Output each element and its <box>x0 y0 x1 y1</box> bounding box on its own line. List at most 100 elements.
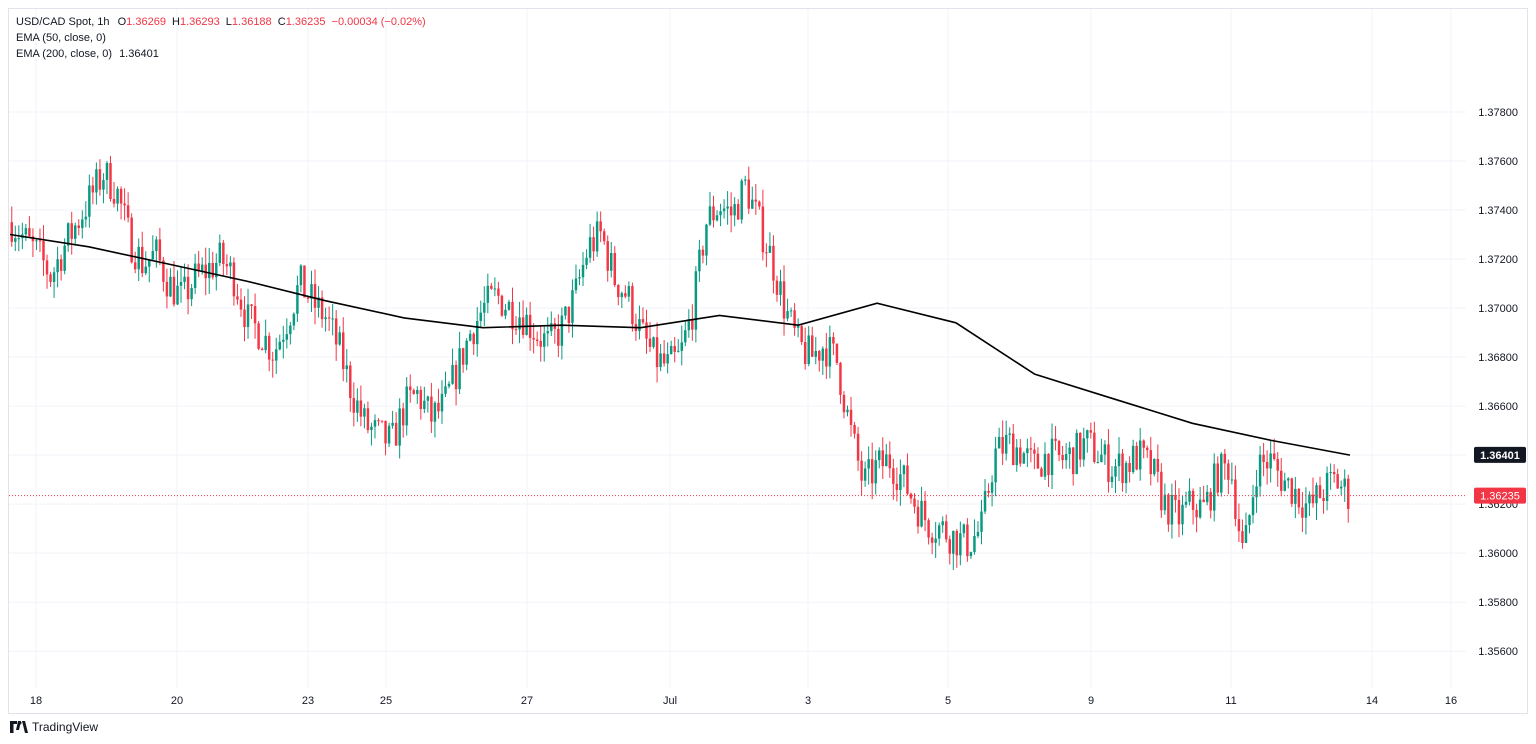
candle-body <box>761 206 765 253</box>
candle <box>476 307 479 357</box>
x-tick-label: 20 <box>171 695 183 707</box>
candle-body <box>359 400 363 417</box>
candle-body <box>373 420 377 427</box>
candle <box>631 282 634 332</box>
candle <box>253 293 257 339</box>
candle <box>1156 444 1160 483</box>
candle <box>557 314 560 358</box>
candle <box>133 251 137 274</box>
candle-body <box>1191 490 1195 510</box>
candle-body <box>976 531 980 537</box>
candle <box>698 239 701 282</box>
candle <box>881 437 884 480</box>
x-tick-label: 9 <box>1088 695 1094 707</box>
candle-body <box>983 490 987 512</box>
candle-body <box>123 203 126 206</box>
candle-body <box>1202 499 1205 503</box>
candle <box>31 228 35 258</box>
candle <box>98 159 102 196</box>
candle-body <box>1033 449 1036 454</box>
candle-body <box>842 394 846 413</box>
candle <box>775 275 779 302</box>
candle <box>811 326 814 358</box>
candle <box>599 211 602 243</box>
candle <box>885 443 888 467</box>
candle-body <box>1004 434 1008 454</box>
candle <box>155 236 158 268</box>
candle <box>930 532 934 555</box>
candle-body <box>218 242 222 263</box>
candle <box>814 336 817 365</box>
candle <box>768 232 772 254</box>
candle <box>1012 423 1015 466</box>
candle-body <box>405 386 408 426</box>
candle-body <box>673 345 676 352</box>
candle <box>1205 484 1209 506</box>
candle <box>1304 487 1308 535</box>
candle-body <box>70 223 73 239</box>
candle <box>1265 450 1269 485</box>
candle <box>511 287 514 345</box>
candle-body <box>1001 436 1004 454</box>
candle-body <box>1322 497 1325 502</box>
candle <box>1128 456 1131 483</box>
candle <box>433 400 437 438</box>
candle-body <box>927 520 930 538</box>
candle <box>483 286 486 326</box>
candle <box>1234 465 1237 527</box>
candle <box>1135 441 1138 471</box>
candle <box>126 192 130 223</box>
ema200-row[interactable]: EMA (200, close, 0) 1.36401 <box>16 46 426 62</box>
candle <box>602 228 606 245</box>
tradingview-brand[interactable]: TradingView <box>10 720 98 734</box>
candle <box>546 317 549 347</box>
candle <box>962 523 966 538</box>
candle-body <box>109 162 112 199</box>
candle <box>236 283 239 305</box>
candle-body <box>867 459 870 469</box>
candle-body <box>299 265 303 286</box>
candle <box>856 426 860 471</box>
candle <box>1301 492 1304 533</box>
candle <box>1184 491 1188 508</box>
candle-body <box>782 281 786 319</box>
candle <box>620 291 624 309</box>
candle-body <box>183 276 186 283</box>
ema50-row[interactable]: EMA (50, close, 0) <box>16 30 426 46</box>
candle <box>144 251 147 276</box>
candle-body <box>133 262 137 270</box>
candle-body <box>786 311 789 319</box>
candle-body <box>613 253 616 285</box>
candle-body <box>1287 478 1290 481</box>
candle-body <box>426 396 430 401</box>
candle-body <box>923 500 927 521</box>
candle-body <box>881 450 884 467</box>
candle <box>916 499 920 534</box>
candle-body <box>1149 450 1152 475</box>
candle-body <box>84 216 88 220</box>
candle-body <box>423 400 426 409</box>
candle-body <box>116 188 119 204</box>
candle <box>613 246 616 288</box>
candle-body <box>151 251 155 260</box>
candle-body <box>433 402 437 422</box>
candle <box>416 386 419 404</box>
candle <box>363 403 366 429</box>
symbol-title[interactable]: USD/CAD Spot, 1h <box>16 16 110 28</box>
candle <box>701 245 705 264</box>
candle <box>42 225 45 276</box>
candle <box>1318 476 1322 499</box>
candle-body <box>267 335 271 360</box>
candle <box>729 192 733 233</box>
candle <box>497 281 500 305</box>
candle-body <box>655 337 659 368</box>
candle-body <box>1255 486 1258 498</box>
candle <box>1174 480 1177 513</box>
y-tick-label: 1.36000 <box>1478 548 1518 560</box>
candle <box>627 281 631 302</box>
candle <box>444 371 447 398</box>
candle <box>250 303 253 320</box>
candle <box>296 275 299 322</box>
candle <box>719 203 722 227</box>
